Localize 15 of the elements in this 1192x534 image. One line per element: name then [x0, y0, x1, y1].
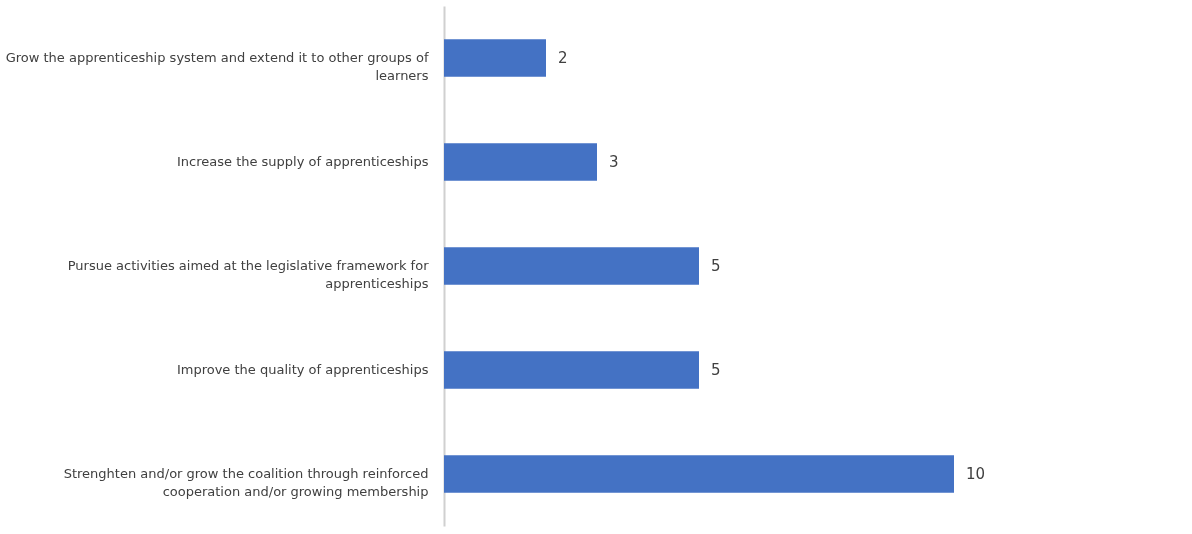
data-label: 5 [711, 257, 721, 275]
data-label: 3 [609, 153, 619, 171]
data-label: 2 [558, 49, 568, 67]
bar [444, 455, 954, 493]
y-tick-label: Increase the supply of apprenticeships [176, 154, 429, 169]
bar [444, 39, 546, 77]
y-tick-label: Improve the quality of apprenticeships [176, 362, 429, 377]
bar [444, 143, 597, 181]
y-tick-label: Strenghten and/or grow the coalition through reinforced cooperation and/or growing membership [63, 466, 429, 499]
y-tick-label: Grow the apprenticeship system and extend it to other groups of learners [5, 50, 429, 83]
bar [444, 351, 699, 389]
bar [444, 247, 699, 285]
data-label: 10 [966, 465, 986, 483]
data-label: 5 [711, 361, 721, 379]
y-tick-label: Pursue activities aimed at the legislative framework for apprenticeships [67, 258, 430, 291]
